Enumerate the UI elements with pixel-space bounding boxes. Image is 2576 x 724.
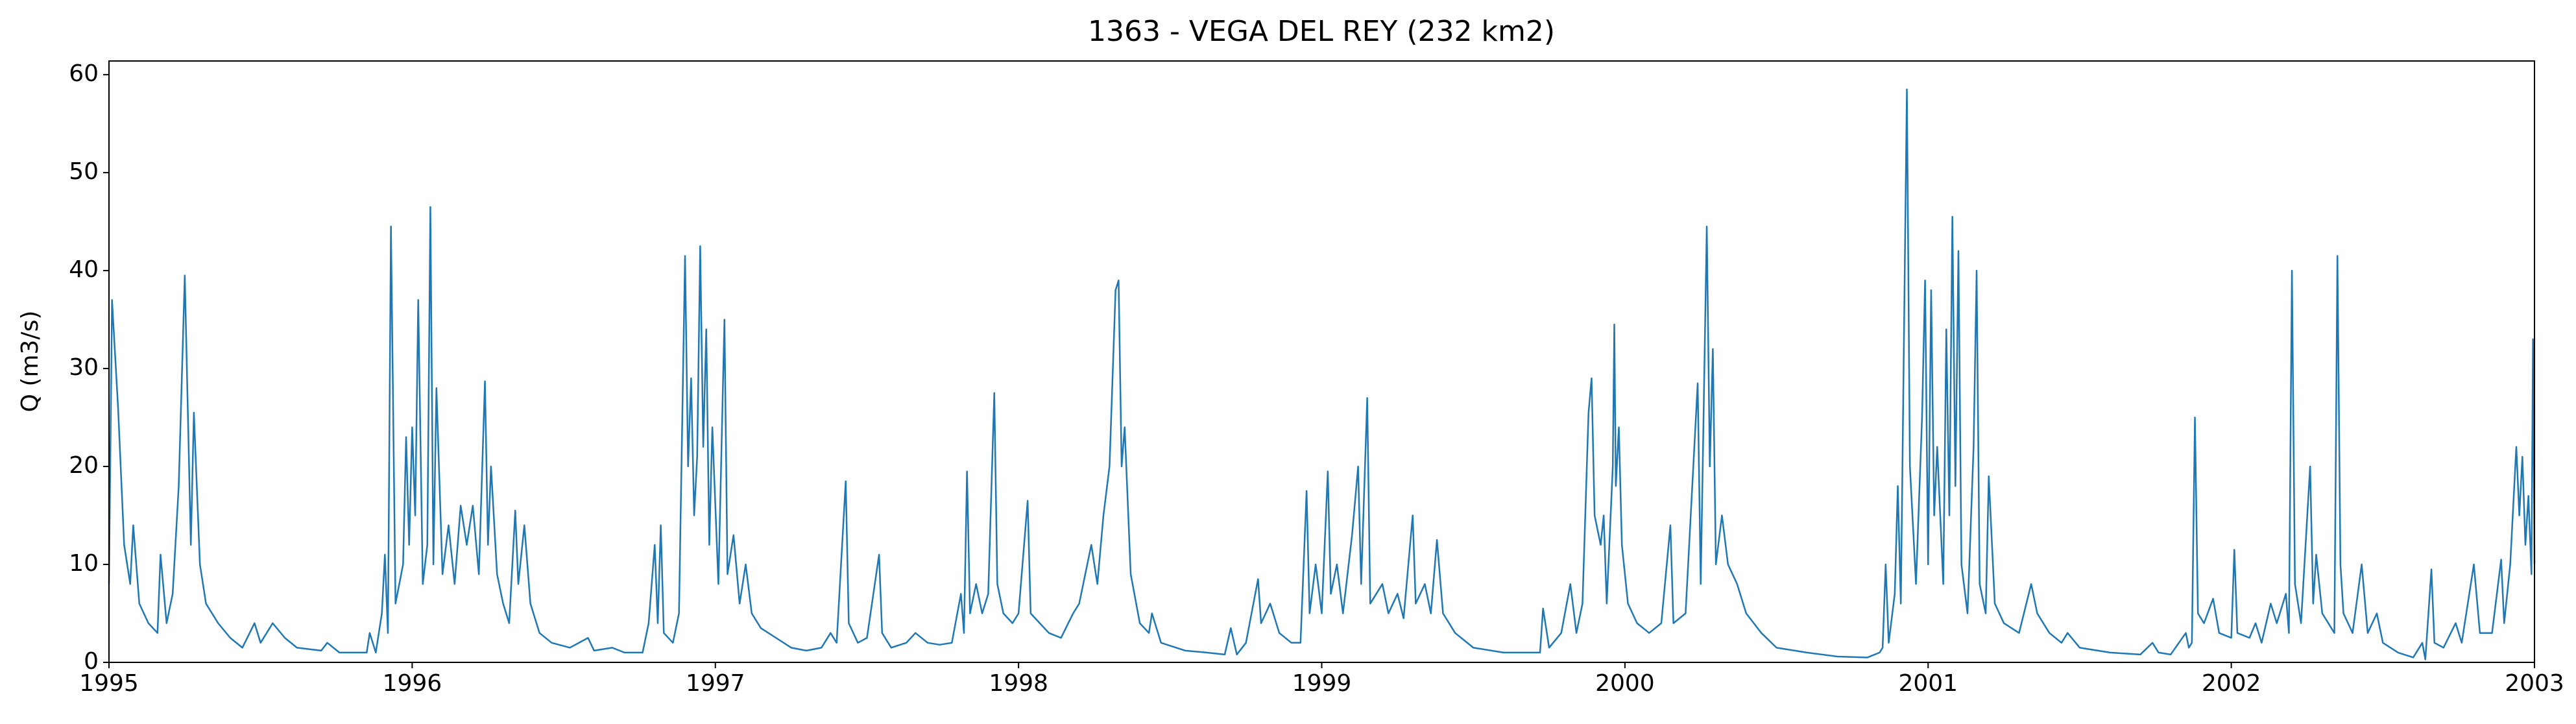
y-tick-label: 50 bbox=[69, 158, 99, 185]
x-tick-label: 1995 bbox=[79, 670, 139, 697]
y-tick-label: 20 bbox=[69, 452, 99, 479]
data-line bbox=[108, 88, 2536, 660]
x-tick-label: 1999 bbox=[1292, 670, 1352, 697]
x-tick-label: 2002 bbox=[2202, 670, 2261, 697]
y-tick-label: 30 bbox=[69, 354, 99, 381]
x-tick-label: 2003 bbox=[2505, 670, 2564, 697]
x-tick-label: 2001 bbox=[1898, 670, 1958, 697]
chart-title: 1363 - VEGA DEL REY (232 km2) bbox=[1088, 15, 1555, 48]
y-tick-label: 40 bbox=[69, 256, 99, 283]
y-tick-label: 10 bbox=[69, 550, 99, 577]
x-tick-label: 1998 bbox=[989, 670, 1048, 697]
x-tick-label: 1996 bbox=[383, 670, 442, 697]
x-tick-label: 1997 bbox=[686, 670, 745, 697]
x-tick-label: 2000 bbox=[1595, 670, 1655, 697]
y-tick-label: 60 bbox=[69, 60, 99, 87]
y-axis-label: Q (m3/s) bbox=[17, 311, 43, 413]
y-tick-label: 0 bbox=[84, 648, 99, 675]
plot-frame bbox=[108, 60, 2535, 663]
